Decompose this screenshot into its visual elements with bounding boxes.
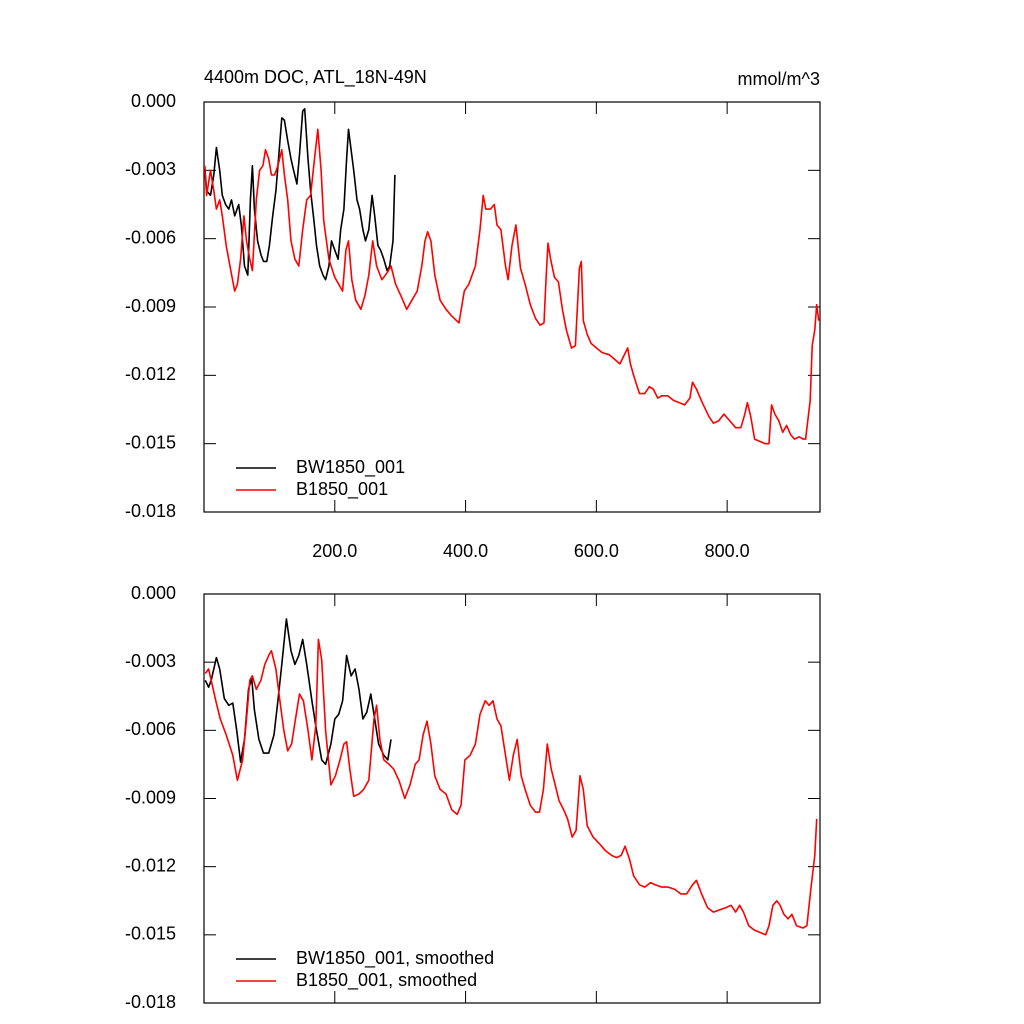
- y-tick-label: -0.006: [125, 719, 176, 739]
- y-tick-label: 0.000: [131, 91, 176, 111]
- plot-frame: [203, 593, 821, 1004]
- x-tick-label: 400.0: [443, 541, 488, 561]
- series-line: [204, 638, 818, 936]
- y-tick-label: -0.015: [125, 432, 176, 452]
- y-tick-label: -0.009: [125, 296, 176, 316]
- y-tick-label: -0.015: [125, 924, 176, 944]
- series-line: [203, 128, 820, 445]
- y-tick-label: -0.003: [125, 159, 176, 179]
- plot-frame: [203, 101, 821, 513]
- y-tick-label: -0.006: [125, 227, 176, 247]
- y-tick-label: -0.018: [125, 501, 176, 521]
- series-line: [203, 108, 396, 281]
- x-tick-label: 600.0: [574, 541, 619, 561]
- legend-label: B1850_001: [296, 479, 388, 500]
- y-tick-label: -0.003: [125, 651, 176, 671]
- legend-label: BW1850_001: [296, 457, 405, 478]
- y-tick-label: -0.012: [125, 855, 176, 875]
- y-tick-label: -0.012: [125, 364, 176, 384]
- legend-label: BW1850_001, smoothed: [296, 948, 494, 969]
- series-line: [204, 618, 392, 766]
- x-tick-label: 800.0: [705, 541, 750, 561]
- unit-label: mmol/m^3: [738, 69, 820, 89]
- y-tick-label: 0.000: [131, 583, 176, 603]
- y-tick-label: -0.018: [125, 992, 176, 1012]
- y-tick-label: -0.009: [125, 787, 176, 807]
- chart-title: 4400m DOC, ATL_18N-49N: [204, 67, 427, 88]
- x-tick-label: 200.0: [312, 541, 357, 561]
- legend-label: B1850_001, smoothed: [296, 970, 477, 991]
